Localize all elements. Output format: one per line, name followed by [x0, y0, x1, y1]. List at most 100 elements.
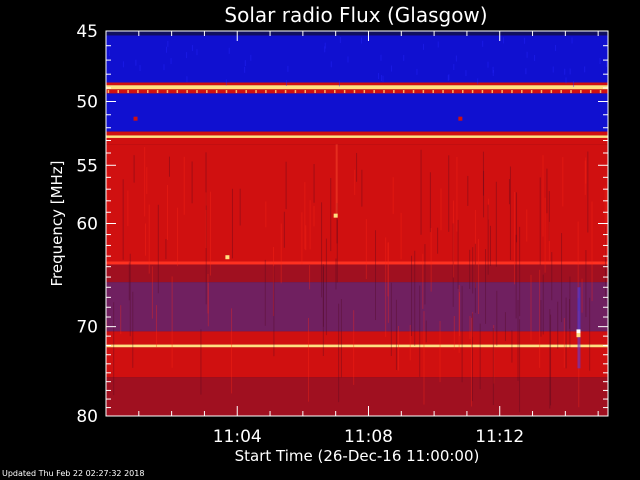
texture-streak [422, 43, 424, 50]
texture-streak [477, 78, 479, 85]
texture-streak [170, 58, 172, 65]
texture-streak [447, 75, 449, 82]
texture-streak [420, 149, 422, 235]
texture-streak [474, 209, 476, 288]
texture-dot [530, 90, 533, 94]
texture-streak [453, 200, 455, 278]
texture-dot [186, 90, 188, 94]
texture-dot [383, 90, 385, 94]
texture-streak [577, 221, 579, 299]
texture-streak [324, 42, 326, 49]
texture-streak [356, 152, 358, 182]
texture-streak [132, 291, 134, 368]
texture-streak [439, 320, 441, 383]
texture-streak [539, 269, 541, 368]
texture-streak [336, 203, 338, 244]
texture-streak [511, 330, 513, 363]
texture-streak [487, 204, 489, 275]
texture-streak [519, 226, 521, 317]
texture-dot [540, 90, 543, 94]
texture-dot [393, 90, 395, 94]
texture-streak [471, 313, 473, 402]
texture-dot [373, 90, 375, 94]
texture-streak [416, 68, 418, 75]
texture-streak [151, 266, 153, 319]
texture-streak [459, 292, 461, 336]
frequency-band [106, 347, 608, 378]
texture-streak [492, 328, 494, 405]
texture-streak [391, 65, 393, 72]
texture-streak [157, 204, 159, 294]
texture-streak [113, 302, 115, 396]
texture-streak [489, 225, 491, 266]
texture-dot [206, 90, 208, 94]
frequency-band [106, 35, 608, 83]
texture-streak [461, 285, 463, 383]
texture-streak [455, 55, 457, 62]
texture-dot [265, 90, 267, 94]
texture-streak [573, 81, 575, 88]
texture-dot [166, 90, 169, 94]
texture-streak [139, 65, 141, 72]
texture-streak [471, 317, 473, 407]
texture-streak [231, 308, 233, 394]
texture-streak [479, 323, 481, 390]
frequency-band [106, 377, 608, 416]
frequency-band [106, 137, 608, 145]
texture-dot [225, 90, 228, 94]
texture-streak [380, 54, 382, 61]
texture-streak [127, 190, 129, 227]
texture-dot [255, 90, 257, 94]
texture-streak [338, 80, 340, 87]
texture-streak [360, 37, 362, 44]
texture-streak [382, 75, 384, 82]
texture-streak [458, 285, 460, 353]
texture-streak [550, 314, 552, 406]
x-tick-label: 11:08 [344, 427, 393, 447]
texture-dot [422, 90, 425, 94]
texture-streak [419, 285, 421, 377]
texture-streak [239, 188, 241, 226]
texture-streak [403, 54, 405, 61]
texture-streak [155, 305, 157, 348]
frequency-band [106, 135, 608, 138]
texture-dot [432, 90, 434, 94]
texture-streak [604, 185, 606, 257]
texture-streak [285, 161, 287, 210]
texture-streak [231, 188, 233, 259]
texture-streak [587, 151, 589, 233]
texture-streak [409, 325, 411, 361]
frequency-band [106, 93, 608, 132]
texture-streak [205, 205, 207, 305]
texture-streak [423, 311, 425, 405]
texture-streak [452, 223, 454, 307]
texture-dot [304, 90, 307, 94]
texture-dot [324, 90, 326, 94]
texture-streak [424, 244, 426, 305]
texture-streak [191, 45, 193, 52]
texture-dot [156, 90, 159, 94]
burst-point [133, 116, 138, 121]
texture-streak [307, 317, 309, 402]
x-tick-label: 11:12 [475, 427, 524, 447]
burst-point [225, 255, 230, 260]
texture-streak [524, 37, 526, 44]
texture-streak [456, 156, 458, 232]
texture-streak [589, 297, 591, 371]
updated-timestamp: Updated Thu Feb 22 02:27:32 2018 [2, 469, 145, 478]
texture-streak [429, 172, 431, 233]
burst-point [576, 333, 581, 338]
texture-streak [557, 301, 559, 349]
texture-streak [168, 156, 170, 177]
texture-dot [107, 90, 110, 94]
texture-streak [305, 225, 307, 251]
texture-streak [265, 201, 267, 228]
texture-dot [412, 90, 415, 94]
texture-dot [343, 90, 346, 94]
texture-streak [465, 70, 467, 77]
texture-streak [542, 155, 544, 237]
texture-streak [482, 40, 484, 47]
burst-marks [133, 116, 581, 338]
frequency-band [106, 131, 608, 136]
